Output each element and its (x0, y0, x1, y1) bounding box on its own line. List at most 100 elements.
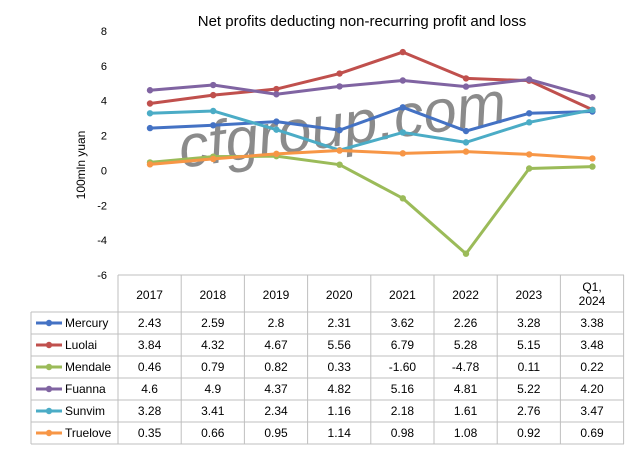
data-point (210, 107, 217, 115)
data-point (336, 126, 343, 134)
data-label: 1.08 (454, 426, 478, 440)
legend-marker (45, 407, 53, 415)
data-label: 0.66 (201, 426, 225, 440)
data-label: 0.92 (517, 426, 541, 440)
data-label: 0.11 (518, 360, 541, 374)
data-point (526, 76, 533, 83)
data-label: 3.41 (201, 404, 225, 418)
data-label: 1.61 (454, 404, 478, 418)
y-axis-label: 100mln yuan (74, 131, 88, 200)
legend-marker (45, 385, 53, 393)
data-point (146, 110, 154, 117)
data-point (210, 91, 217, 99)
data-point (462, 148, 470, 155)
data-point (462, 75, 470, 82)
chart-title: Net profits deducting non-recurring prof… (198, 13, 527, 30)
data-point (589, 94, 596, 101)
data-label: -4.78 (452, 360, 480, 374)
data-point (336, 161, 343, 168)
category-label: 2020 (326, 288, 353, 302)
legend-entry: Mendale (65, 360, 111, 374)
y-tick-label: 4 (101, 96, 107, 108)
data-label: 5.16 (391, 382, 415, 396)
data-label: 2.18 (391, 404, 415, 418)
data-point (399, 48, 406, 56)
data-label: 3.28 (517, 316, 541, 330)
data-point (589, 106, 596, 114)
data-point (526, 119, 533, 126)
data-label: 3.28 (138, 404, 162, 418)
y-tick-label: -6 (97, 270, 107, 282)
data-point (336, 70, 343, 77)
data-label: -1.60 (389, 360, 417, 374)
data-point (399, 129, 406, 136)
data-label: 0.46 (138, 360, 162, 374)
legend-entry: Sunvim (65, 404, 105, 418)
data-label: 2.31 (328, 316, 352, 330)
data-label: 6.79 (391, 338, 415, 352)
data-point (146, 161, 154, 168)
data-label: 4.20 (580, 382, 604, 396)
data-point (146, 87, 154, 94)
data-label: 3.62 (391, 316, 415, 330)
y-tick-label: 6 (101, 61, 107, 73)
data-label: 2.8 (268, 316, 285, 330)
series-lines (146, 48, 596, 257)
data-point (462, 83, 470, 90)
data-point (273, 85, 280, 93)
data-label: 2.34 (264, 404, 288, 418)
data-label: 1.16 (328, 404, 352, 418)
legend-marker (45, 319, 53, 327)
data-point (462, 127, 470, 135)
data-point (210, 81, 217, 89)
category-label: 2019 (263, 288, 290, 302)
data-label: 3.84 (138, 338, 162, 352)
data-point (336, 83, 343, 90)
data-label: 0.95 (264, 426, 288, 440)
data-point (462, 139, 470, 146)
data-label: 0.82 (264, 360, 288, 374)
data-point (210, 155, 217, 163)
data-point (273, 118, 280, 125)
series-line-fuanna (149, 77, 593, 99)
data-label: 2.43 (138, 316, 162, 330)
category-label: 2017 (136, 288, 163, 302)
data-point (336, 147, 343, 154)
data-label: 0.69 (580, 426, 604, 440)
data-label: 1.14 (328, 426, 352, 440)
data-point (526, 110, 533, 117)
category-label: 2022 (452, 288, 479, 302)
data-label: 4.67 (264, 338, 288, 352)
legend-entry: Luolai (65, 338, 97, 352)
series-line-truelove (149, 149, 593, 166)
data-point (273, 150, 280, 158)
data-label: 4.6 (141, 382, 158, 396)
data-label: 5.15 (517, 338, 541, 352)
legend-entry: Mercury (65, 316, 108, 330)
category-label: 2023 (515, 288, 542, 302)
y-tick-label: 8 (101, 26, 107, 38)
data-label: 4.32 (201, 338, 225, 352)
data-label: 2.76 (517, 404, 541, 418)
data-point (526, 151, 533, 158)
data-label: 5.22 (517, 382, 541, 396)
category-label: 2024 (579, 294, 606, 308)
data-label: 3.48 (580, 338, 604, 352)
data-label: 0.79 (201, 360, 225, 374)
data-label: 2.26 (454, 316, 478, 330)
y-tick-label: 2 (101, 131, 107, 143)
data-label: 0.98 (391, 426, 415, 440)
data-point (146, 100, 154, 107)
data-table: 2017 2018 2019 2020 2021 2022 2023 Q1,2024 Mercu… (30, 274, 625, 445)
legend-entry: Fuanna (65, 382, 106, 396)
legend-entry: Truelove (65, 426, 112, 440)
series-line-mendale (149, 154, 593, 256)
data-point (462, 250, 470, 257)
data-point (399, 150, 406, 157)
y-tick-label: -2 (97, 200, 107, 212)
data-label: 4.82 (328, 382, 352, 396)
data-label: 4.9 (204, 382, 221, 396)
legend-marker (45, 341, 53, 349)
data-point (399, 104, 406, 111)
